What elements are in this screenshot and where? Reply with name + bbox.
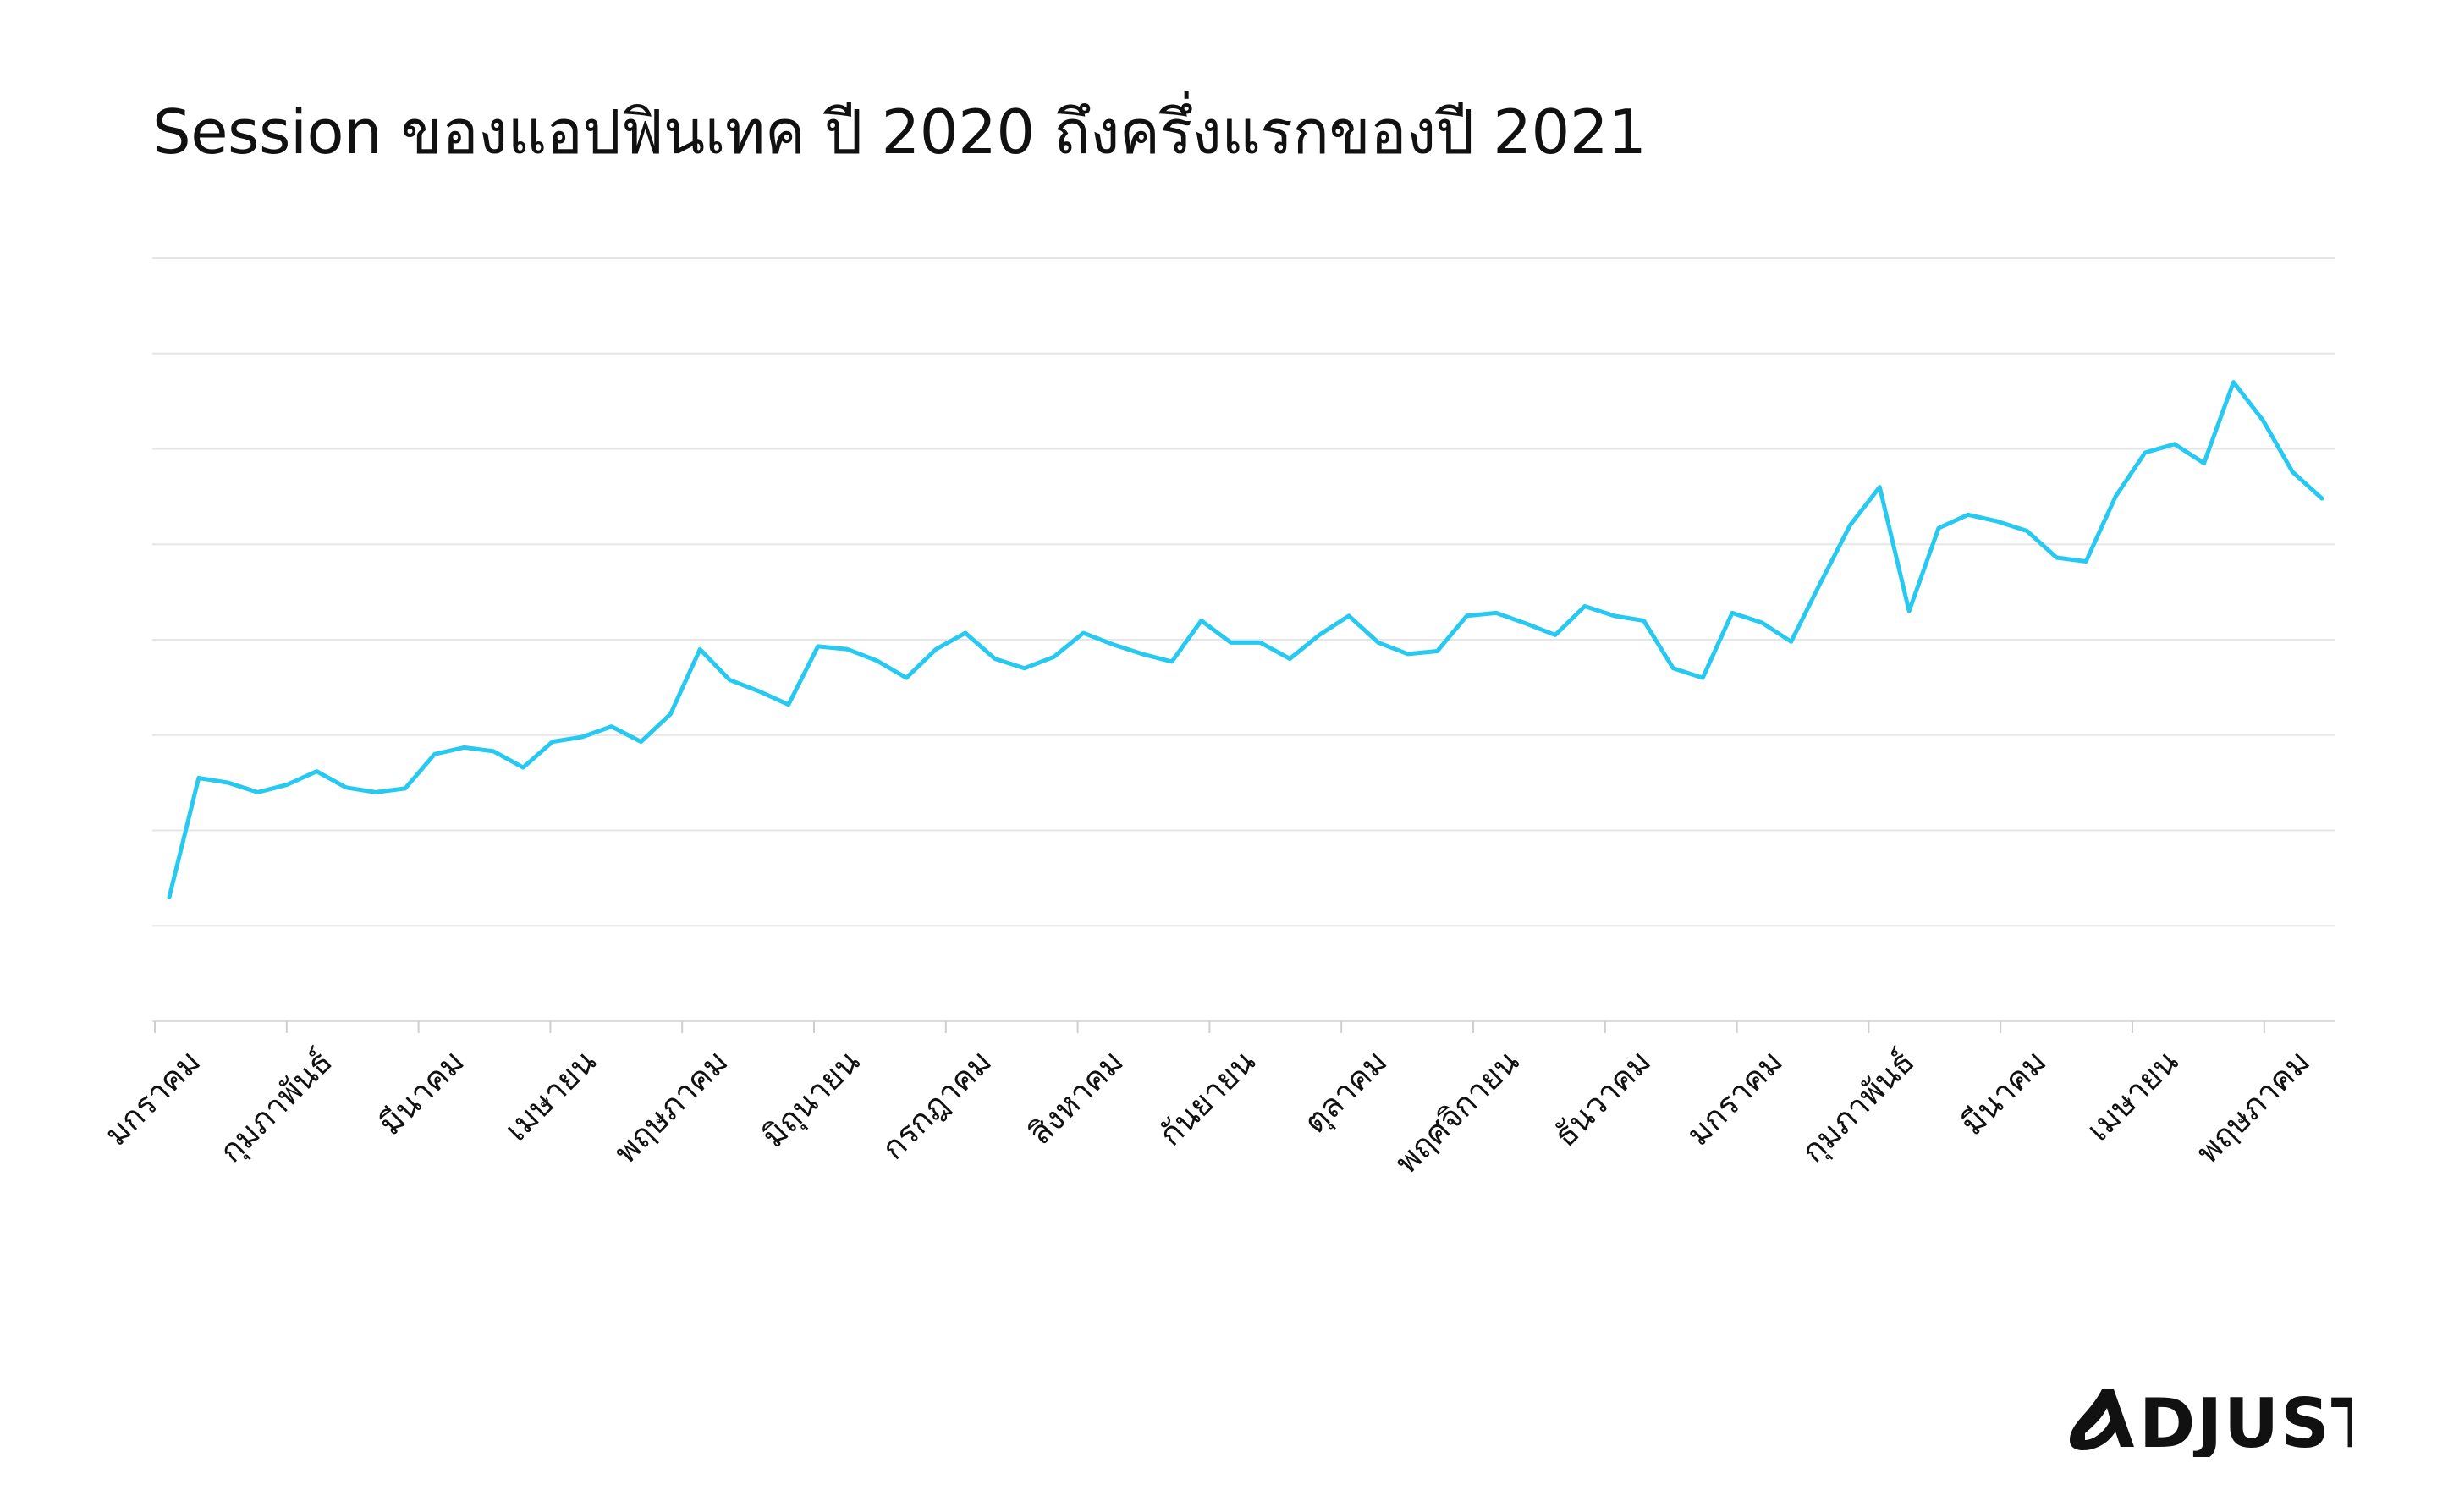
- logo-mark-icon: [2070, 1389, 2134, 1450]
- x-tick-label: มีนาคม: [1954, 1042, 2054, 1142]
- x-tick-label: กรกฎาคม: [874, 1042, 998, 1167]
- x-tick-label: เมษายน: [498, 1042, 603, 1148]
- series-line: [167, 380, 2324, 899]
- x-tick-label: กันยายน: [1152, 1042, 1263, 1153]
- x-tick-label: กุมภาพันธ์: [1794, 1042, 1922, 1170]
- x-tick-label: ธันวาคม: [1546, 1042, 1658, 1154]
- x-tick-label: กุมภาพันธ์: [212, 1042, 340, 1170]
- x-tick-label: มิถุนายน: [755, 1042, 867, 1155]
- x-tick-label: พฤษภาคม: [2189, 1042, 2317, 1170]
- x-tick-label: พฤษภาคม: [607, 1042, 734, 1170]
- adjust-logo: DJUST: [2070, 1384, 2352, 1457]
- logo-wordmark: DJUST: [2139, 1384, 2352, 1457]
- x-tick-label: มีนาคม: [371, 1042, 471, 1142]
- x-axis: มกราคม กุมภาพันธ์ มีนาคม เมษายน พฤษภาคม มิถุน…: [97, 1020, 2335, 1181]
- series-layer: [167, 380, 2324, 899]
- chart-title: Session ของแอปฟินเทค ปี 2020 ถึงครึ่งแรก…: [152, 96, 1647, 168]
- x-tick-label: มกราคม: [1680, 1042, 1790, 1152]
- x-tick-label: เมษายน: [2079, 1042, 2185, 1148]
- x-tick-label: สิงหาคม: [1021, 1042, 1130, 1152]
- x-tick-label: ตุลาคม: [1296, 1042, 1395, 1141]
- x-tick-label: พฤศจิกายน: [1388, 1042, 1526, 1180]
- gridlines: [152, 257, 2335, 927]
- x-tick-label: มกราคม: [97, 1042, 207, 1152]
